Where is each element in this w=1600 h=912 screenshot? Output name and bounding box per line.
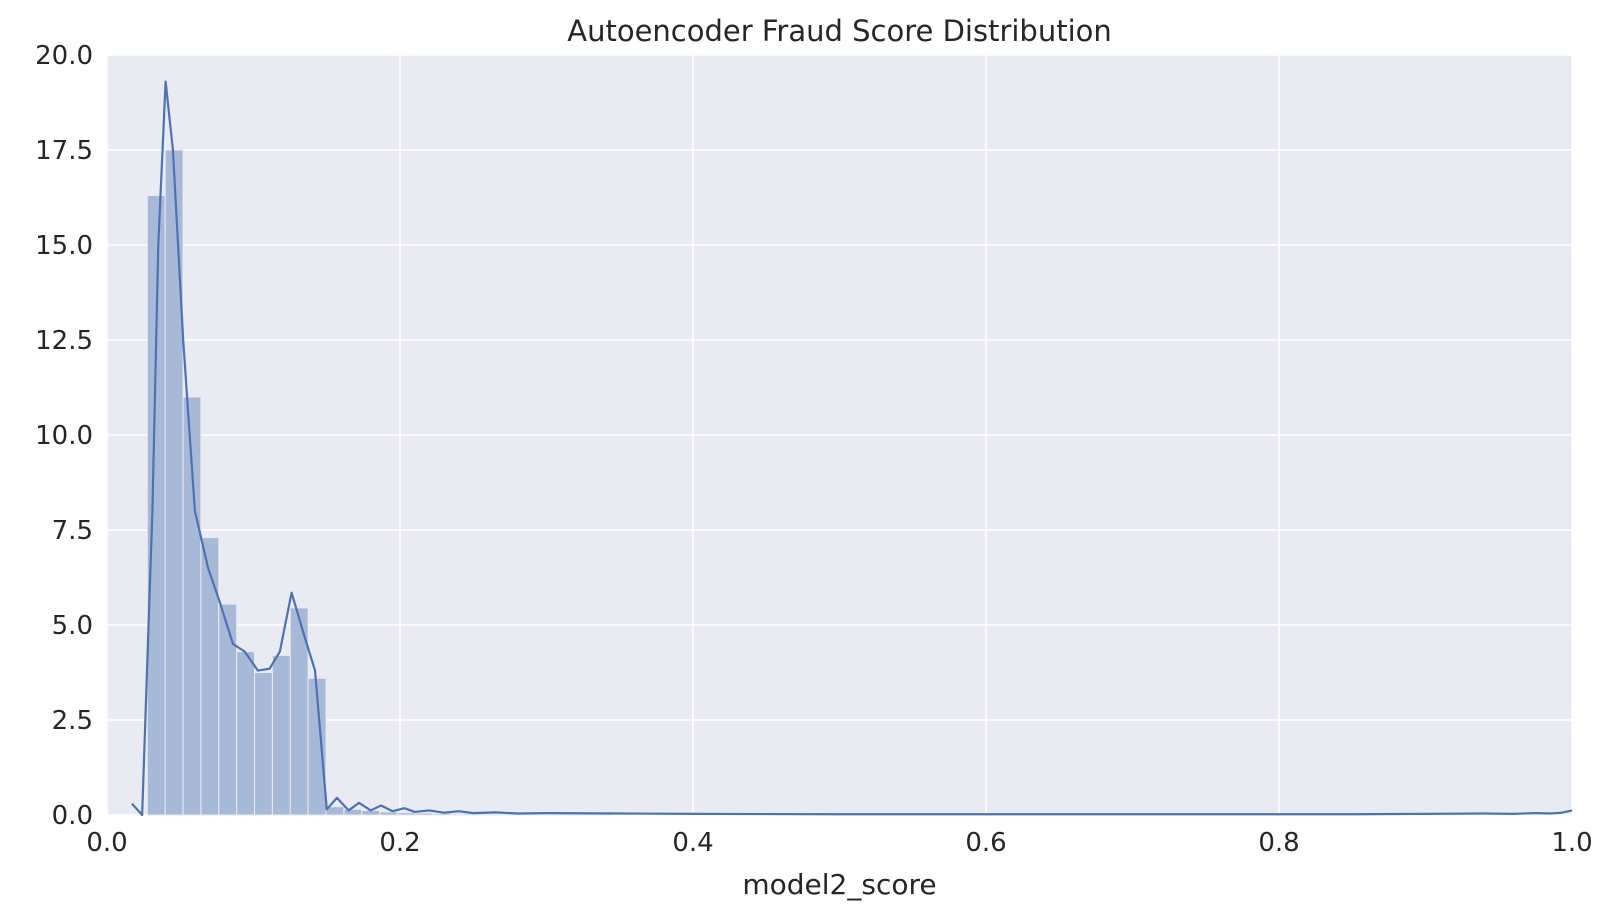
- chart-title: Autoencoder Fraud Score Distribution: [567, 14, 1112, 48]
- y-tick-label: 17.5: [35, 136, 93, 166]
- histogram-bar: [397, 812, 416, 816]
- histogram-bar: [379, 811, 399, 816]
- grid-lines: [106, 54, 1573, 816]
- y-tick-label: 7.5: [52, 516, 93, 546]
- x-tick-label: 0.6: [965, 828, 1006, 858]
- y-tick-label: 2.5: [52, 706, 93, 736]
- x-axis-ticks: 0.0 0.2 0.4 0.6 0.8 1.0: [86, 828, 1592, 858]
- histogram-bar: [486, 813, 506, 816]
- histogram-bar: [450, 813, 470, 816]
- density-line: [131, 80, 1573, 817]
- x-tick-label: 0.2: [379, 828, 420, 858]
- histogram-bar: [343, 808, 363, 816]
- x-tick-label: 0.8: [1258, 828, 1299, 858]
- histogram-bar: [414, 812, 434, 816]
- y-tick-label: 10.0: [35, 421, 93, 451]
- histogram-bar: [218, 603, 238, 816]
- histogram-bar: [432, 812, 452, 816]
- y-tick-label: 0.0: [52, 801, 93, 831]
- x-tick-label: 0.0: [86, 828, 127, 858]
- x-tick-label: 0.4: [672, 828, 713, 858]
- histogram-bars: [146, 149, 613, 816]
- histogram-bar: [307, 677, 327, 816]
- y-tick-label: 20.0: [35, 41, 93, 71]
- x-tick-label: 1.0: [1551, 828, 1592, 858]
- y-tick-label: 5.0: [52, 611, 93, 641]
- y-axis-ticks: 0.0 2.5 5.0 7.5 10.0 12.5 15.0 17.5 20.0: [35, 41, 93, 831]
- histogram-bar: [200, 537, 220, 816]
- histogram-bar: [254, 672, 273, 816]
- y-tick-label: 15.0: [35, 231, 93, 261]
- density-curve: [131, 80, 1573, 817]
- histogram-bar: [271, 654, 291, 816]
- histogram-bar: [236, 651, 256, 816]
- x-axis-label: model2_score: [742, 868, 936, 901]
- histogram-bar: [164, 149, 184, 816]
- y-tick-label: 12.5: [35, 326, 93, 356]
